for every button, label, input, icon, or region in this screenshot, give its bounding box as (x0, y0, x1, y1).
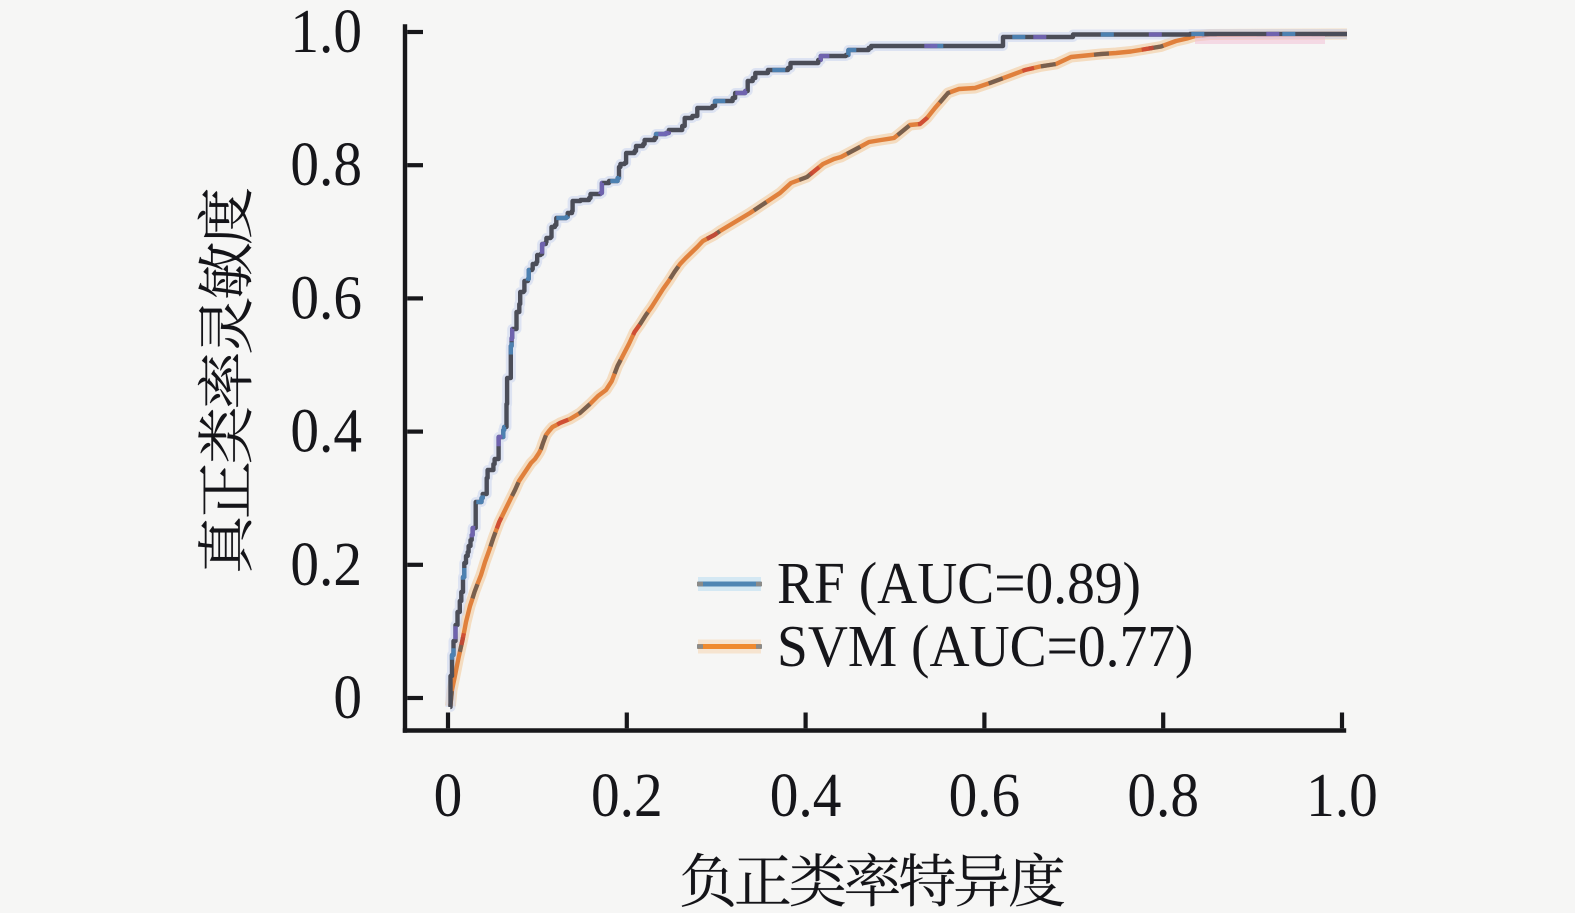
svg-text:0.4: 0.4 (290, 396, 362, 466)
svg-text:SVM (AUC=0.77): SVM (AUC=0.77) (777, 614, 1193, 679)
svg-text:0.6: 0.6 (290, 263, 362, 333)
svg-text:0.8: 0.8 (290, 130, 362, 200)
svg-text:0.2: 0.2 (290, 529, 362, 599)
svg-text:0: 0 (434, 761, 463, 831)
svg-text:0.6: 0.6 (949, 761, 1021, 831)
svg-text:0.4: 0.4 (770, 761, 842, 831)
svg-text:1.0: 1.0 (290, 0, 362, 67)
svg-text:0.8: 0.8 (1127, 761, 1199, 831)
svg-text:0.2: 0.2 (591, 761, 663, 831)
svg-text:1.0: 1.0 (1306, 761, 1378, 831)
svg-text:0: 0 (333, 663, 362, 733)
svg-text:RF (AUC=0.89): RF (AUC=0.89) (777, 551, 1141, 616)
